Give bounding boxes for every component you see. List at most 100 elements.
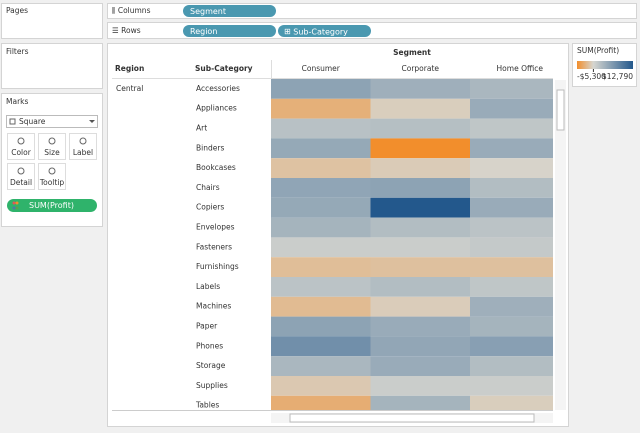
row-label: Envelopes	[196, 223, 235, 232]
region-pill[interactable]	[183, 25, 276, 37]
heatmap-cell	[370, 316, 470, 337]
color-dot	[15, 201, 19, 205]
region-label: Central	[116, 84, 143, 93]
heatmap-cell	[470, 197, 553, 218]
segment-pill[interactable]	[183, 5, 276, 17]
row-header: Region	[115, 64, 144, 73]
rows-label: ☰ Rows	[112, 26, 141, 35]
heatmap-cell	[370, 395, 470, 410]
row-label: Copiers	[196, 203, 224, 212]
mark-button[interactable]	[7, 133, 35, 160]
mark-button-label: Size	[44, 148, 60, 157]
heatmap-cell	[470, 138, 553, 159]
heatmap-cell	[470, 356, 553, 376]
row-label: Fasteners	[196, 242, 232, 251]
column-label: Corporate	[402, 64, 440, 73]
heatmap-cell	[271, 79, 371, 99]
column-label: Consumer	[302, 64, 341, 73]
heatmap-cell	[470, 316, 553, 337]
row-label: Supplies	[196, 381, 228, 390]
row-label: Chairs	[196, 183, 220, 192]
heatmap-cell	[271, 336, 371, 357]
heatmap-cell	[271, 296, 371, 317]
square-icon	[9, 118, 16, 125]
column-header: Segment	[393, 48, 431, 57]
heatmap-cell	[470, 98, 553, 119]
columns-text: Columns	[118, 6, 151, 15]
heatmap-cell	[370, 178, 470, 198]
heatmap-cell	[271, 356, 371, 376]
color-dot	[15, 206, 19, 210]
subcategory-pill[interactable]	[278, 25, 371, 37]
mark-icon	[79, 137, 87, 145]
row-label: Appliances	[196, 104, 237, 113]
heatmap-cell	[271, 395, 371, 410]
row-label: Labels	[196, 282, 220, 291]
vertical-thumb[interactable]	[556, 89, 565, 131]
heatmap-cell	[370, 336, 470, 357]
columns-label: ⫼ Columns	[112, 6, 151, 15]
heatmap-cell	[271, 178, 371, 198]
heatmap-cell	[370, 217, 470, 238]
heatmap-cell	[370, 376, 470, 396]
heatmap-cell	[271, 158, 371, 178]
heatmap-cell	[370, 79, 470, 99]
heatmap-cell	[271, 277, 371, 297]
row-label: Binders	[196, 143, 224, 152]
heatmap-cell	[271, 376, 371, 396]
row-label: Bookcases	[196, 163, 236, 172]
mark-button-label: Tooltip	[39, 178, 65, 187]
color-dot	[12, 206, 16, 210]
vertical-scrollbar[interactable]	[555, 80, 566, 410]
mark-icon	[17, 167, 25, 175]
mark-type-dropdown[interactable]	[6, 115, 98, 128]
pages-title: Pages	[6, 6, 28, 15]
row-header: Sub-Category	[195, 64, 253, 73]
rows-text: Rows	[121, 26, 141, 35]
heatmap-cell	[271, 237, 371, 258]
mark-icon	[17, 137, 25, 145]
heatmap-cell	[370, 138, 470, 159]
row-label: Accessories	[196, 84, 240, 93]
legend-min-label: -$5,300	[577, 72, 606, 81]
column-label: Home Office	[497, 64, 544, 73]
color-dot	[12, 201, 16, 205]
profit-pill[interactable]	[7, 199, 97, 212]
row-label: Art	[196, 124, 207, 133]
heatmap-cell	[271, 257, 371, 277]
marks-title: Marks	[6, 97, 28, 106]
legend-title: SUM(Profit)	[577, 46, 619, 55]
row-label: Furnishings	[196, 262, 239, 271]
row-label: Paper	[196, 322, 218, 331]
filters-panel	[1, 43, 103, 89]
heatmap-cell	[470, 79, 553, 99]
pages-panel	[1, 3, 103, 39]
heatmap-cell	[271, 197, 371, 218]
heatmap-cell	[470, 336, 553, 357]
subcategory-pill-label: ⊞ Sub-Category	[284, 27, 348, 36]
heatmap-cell	[271, 98, 371, 119]
profit-pill-label: SUM(Profit)	[29, 201, 74, 210]
heatmap-cell	[370, 257, 470, 277]
mark-icon	[48, 167, 56, 175]
row-label: Tables	[195, 401, 219, 410]
heatmap-cell	[271, 138, 371, 159]
heatmap-cell	[470, 296, 553, 317]
heatmap-cell	[470, 158, 553, 178]
mark-icon	[48, 137, 56, 145]
horizontal-thumb[interactable]	[289, 413, 535, 423]
segment-pill-label: Segment	[190, 7, 226, 16]
legend-gradient	[577, 61, 633, 69]
heatmap-cell	[370, 237, 470, 258]
heatmap-cell	[271, 118, 371, 139]
heatmap-cell	[370, 296, 470, 317]
dropdown-arrow	[89, 120, 95, 123]
heatmap-cell	[370, 197, 470, 218]
row-label: Machines	[196, 302, 231, 311]
row-label: Storage	[196, 361, 226, 370]
mark-button-label: Detail	[10, 178, 32, 187]
mark-type: Square	[19, 117, 46, 126]
legend-max-label: $12,790	[602, 72, 633, 81]
heatmap-cell	[470, 237, 553, 258]
